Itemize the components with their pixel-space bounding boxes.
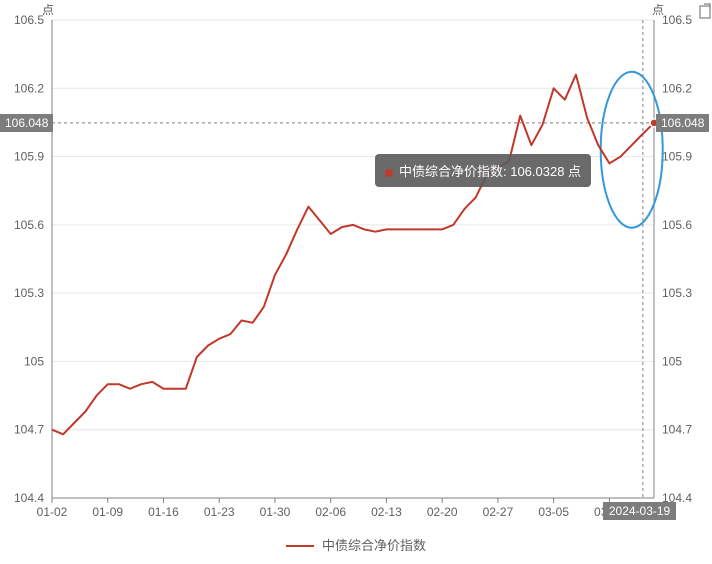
svg-text:01-30: 01-30 [260, 505, 291, 519]
svg-text:105.9: 105.9 [14, 150, 44, 164]
svg-text:02-27: 02-27 [483, 505, 514, 519]
svg-text:中债综合净价指数: 中债综合净价指数 [322, 538, 426, 553]
svg-text:01-02: 01-02 [37, 505, 68, 519]
svg-text:105: 105 [662, 354, 682, 368]
svg-text:105.6: 105.6 [662, 218, 692, 232]
line-chart: 104.4104.4104.7104.7105105105.3105.3105.… [0, 0, 712, 564]
svg-text:104.7: 104.7 [14, 423, 44, 437]
y-marker-right: 106.048 [656, 114, 709, 132]
svg-text:106.2: 106.2 [662, 81, 692, 95]
svg-text:104.7: 104.7 [662, 423, 692, 437]
svg-text:点: 点 [42, 3, 54, 17]
x-marker-date: 2024-03-19 [603, 502, 676, 520]
svg-text:01-09: 01-09 [92, 505, 123, 519]
svg-text:104.4: 104.4 [14, 491, 44, 505]
svg-text:105.6: 105.6 [14, 218, 44, 232]
svg-text:02-20: 02-20 [427, 505, 458, 519]
svg-text:105.9: 105.9 [662, 150, 692, 164]
svg-text:点: 点 [652, 3, 664, 17]
svg-text:01-16: 01-16 [148, 505, 179, 519]
svg-text:105: 105 [24, 354, 44, 368]
svg-text:02-13: 02-13 [371, 505, 402, 519]
chart-container: 104.4104.4104.7104.7105105105.3105.3105.… [0, 0, 712, 564]
svg-text:106.5: 106.5 [14, 13, 44, 27]
svg-text:106.2: 106.2 [14, 81, 44, 95]
svg-text:105.3: 105.3 [662, 286, 692, 300]
y-marker-left: 106.048 [0, 114, 53, 132]
svg-text:105.3: 105.3 [14, 286, 44, 300]
svg-text:03-05: 03-05 [538, 505, 569, 519]
svg-text:01-23: 01-23 [204, 505, 235, 519]
svg-text:106.5: 106.5 [662, 13, 692, 27]
svg-text:02-06: 02-06 [315, 505, 346, 519]
